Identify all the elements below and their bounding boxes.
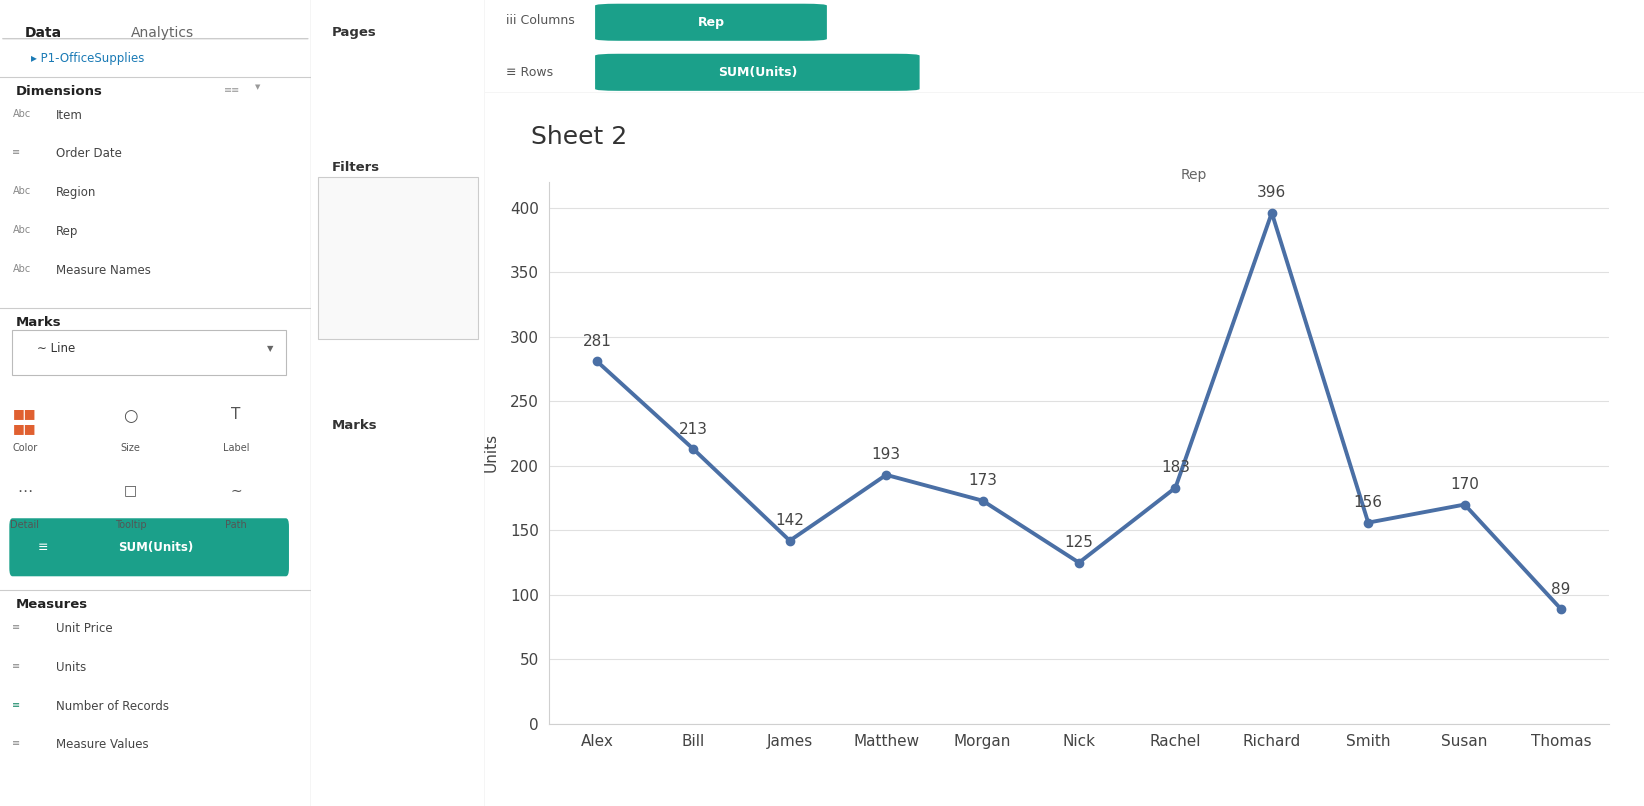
- Text: Item: Item: [56, 109, 82, 122]
- FancyBboxPatch shape: [595, 54, 919, 91]
- Text: Region: Region: [56, 186, 97, 199]
- Text: ∼ Line: ∼ Line: [38, 343, 76, 355]
- Text: Detail: Detail: [10, 520, 39, 530]
- Text: ▼: ▼: [266, 344, 273, 354]
- Text: ≡: ≡: [13, 738, 21, 748]
- Text: 281: 281: [582, 334, 612, 349]
- Text: Data: Data: [25, 26, 62, 39]
- Text: 170: 170: [1450, 477, 1480, 492]
- Text: ≡ Rows: ≡ Rows: [506, 66, 552, 79]
- Text: Sheet 2: Sheet 2: [531, 125, 628, 149]
- Text: Tooltip: Tooltip: [115, 520, 146, 530]
- Text: ▼: ▼: [255, 85, 260, 90]
- FancyBboxPatch shape: [595, 4, 827, 41]
- Text: 193: 193: [871, 447, 901, 463]
- Text: Path: Path: [225, 520, 247, 530]
- Text: 125: 125: [1065, 535, 1093, 550]
- Text: ⋯: ⋯: [16, 484, 33, 499]
- Text: SUM(Units): SUM(Units): [718, 66, 797, 79]
- Text: Rep: Rep: [1180, 168, 1207, 181]
- Text: 183: 183: [1161, 460, 1190, 476]
- Text: ≡≡: ≡≡: [224, 85, 240, 94]
- Text: ≡: ≡: [13, 700, 21, 709]
- Text: T: T: [232, 407, 240, 422]
- Text: Rep: Rep: [56, 225, 79, 238]
- Text: Label: Label: [224, 443, 250, 453]
- Text: Size: Size: [120, 443, 140, 453]
- Text: Rep: Rep: [697, 16, 725, 29]
- Text: Dimensions: Dimensions: [15, 85, 102, 98]
- Text: Abc: Abc: [13, 186, 31, 196]
- Text: Abc: Abc: [13, 109, 31, 118]
- Text: 213: 213: [679, 422, 709, 437]
- Text: Measure Names: Measure Names: [56, 264, 151, 276]
- FancyBboxPatch shape: [317, 177, 478, 339]
- Text: Measures: Measures: [15, 598, 87, 611]
- Text: ∼: ∼: [230, 484, 242, 497]
- Text: iii Columns: iii Columns: [506, 14, 575, 27]
- Text: Marks: Marks: [332, 419, 376, 432]
- Text: SUM(Units): SUM(Units): [118, 541, 192, 554]
- Text: Marks: Marks: [15, 316, 61, 329]
- Text: Number of Records: Number of Records: [56, 700, 169, 713]
- Text: ○: ○: [123, 407, 138, 425]
- Text: ■■
■■: ■■ ■■: [13, 407, 36, 435]
- Text: 396: 396: [1258, 185, 1286, 201]
- Text: Unit Price: Unit Price: [56, 622, 112, 635]
- FancyBboxPatch shape: [10, 518, 289, 576]
- Text: Abc: Abc: [13, 264, 31, 273]
- Text: 173: 173: [968, 473, 996, 488]
- Text: Abc: Abc: [13, 225, 31, 235]
- Text: Measure Values: Measure Values: [56, 738, 148, 751]
- Text: Units: Units: [56, 661, 85, 674]
- Text: ≡: ≡: [13, 147, 21, 157]
- Text: 142: 142: [776, 513, 804, 528]
- Text: 156: 156: [1353, 495, 1383, 510]
- Text: Filters: Filters: [332, 161, 380, 174]
- Text: Analytics: Analytics: [130, 26, 194, 39]
- Text: ≡: ≡: [38, 541, 48, 554]
- Text: ≡: ≡: [13, 661, 21, 671]
- Text: Color: Color: [12, 443, 38, 453]
- Text: 89: 89: [1552, 582, 1570, 596]
- Text: Pages: Pages: [332, 26, 376, 39]
- FancyBboxPatch shape: [13, 330, 286, 375]
- Text: ▸ P1-OfficeSupplies: ▸ P1-OfficeSupplies: [31, 52, 145, 65]
- Text: □: □: [123, 484, 136, 497]
- Y-axis label: Units: Units: [483, 434, 498, 472]
- Text: ≡: ≡: [13, 622, 21, 632]
- Text: Order Date: Order Date: [56, 147, 122, 160]
